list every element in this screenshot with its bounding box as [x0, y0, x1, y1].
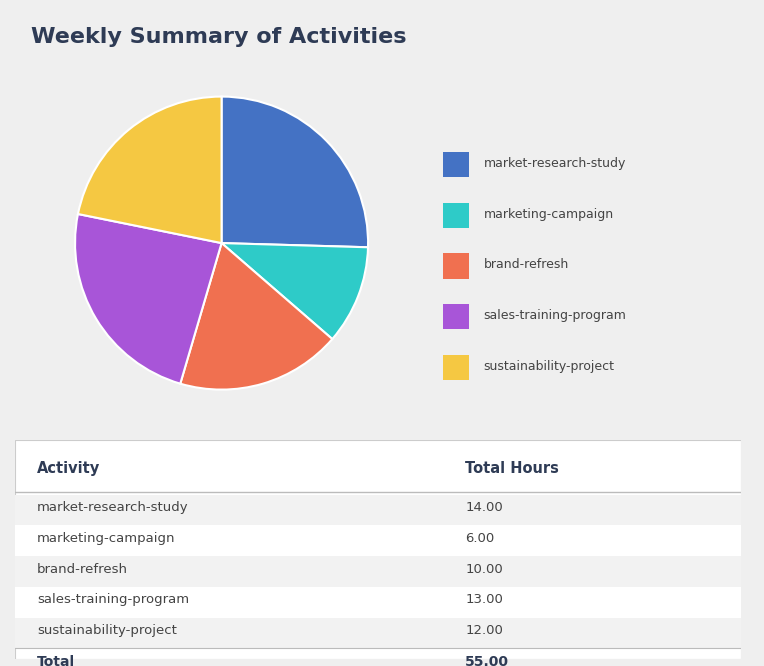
Text: sales-training-program: sales-training-program [37, 593, 189, 607]
FancyBboxPatch shape [443, 152, 469, 177]
Wedge shape [222, 243, 368, 339]
Text: market-research-study: market-research-study [37, 501, 189, 514]
Text: 55.00: 55.00 [465, 655, 510, 666]
Text: sales-training-program: sales-training-program [484, 309, 626, 322]
Text: 6.00: 6.00 [465, 532, 494, 545]
FancyBboxPatch shape [443, 202, 469, 228]
Text: marketing-campaign: marketing-campaign [37, 532, 176, 545]
Text: Total: Total [37, 655, 75, 666]
Text: brand-refresh: brand-refresh [484, 258, 569, 271]
Text: 10.00: 10.00 [465, 563, 503, 575]
FancyBboxPatch shape [15, 556, 741, 587]
FancyBboxPatch shape [443, 304, 469, 330]
FancyBboxPatch shape [15, 587, 741, 617]
Wedge shape [78, 97, 222, 243]
Text: Total Hours: Total Hours [465, 461, 559, 476]
Text: sustainability-project: sustainability-project [484, 360, 615, 372]
FancyBboxPatch shape [15, 617, 741, 649]
Text: Activity: Activity [37, 461, 100, 476]
FancyBboxPatch shape [443, 254, 469, 278]
Text: sustainability-project: sustainability-project [37, 624, 177, 637]
Wedge shape [180, 243, 332, 390]
Text: 12.00: 12.00 [465, 624, 503, 637]
FancyBboxPatch shape [443, 355, 469, 380]
FancyBboxPatch shape [15, 494, 741, 525]
Text: brand-refresh: brand-refresh [37, 563, 128, 575]
Text: Weekly Summary of Activities: Weekly Summary of Activities [31, 27, 406, 47]
Wedge shape [75, 214, 222, 384]
FancyBboxPatch shape [15, 440, 741, 659]
FancyBboxPatch shape [15, 525, 741, 556]
Text: marketing-campaign: marketing-campaign [484, 208, 614, 220]
Text: 14.00: 14.00 [465, 501, 503, 514]
Text: 13.00: 13.00 [465, 593, 503, 607]
Text: market-research-study: market-research-study [484, 157, 626, 170]
Wedge shape [222, 97, 368, 247]
